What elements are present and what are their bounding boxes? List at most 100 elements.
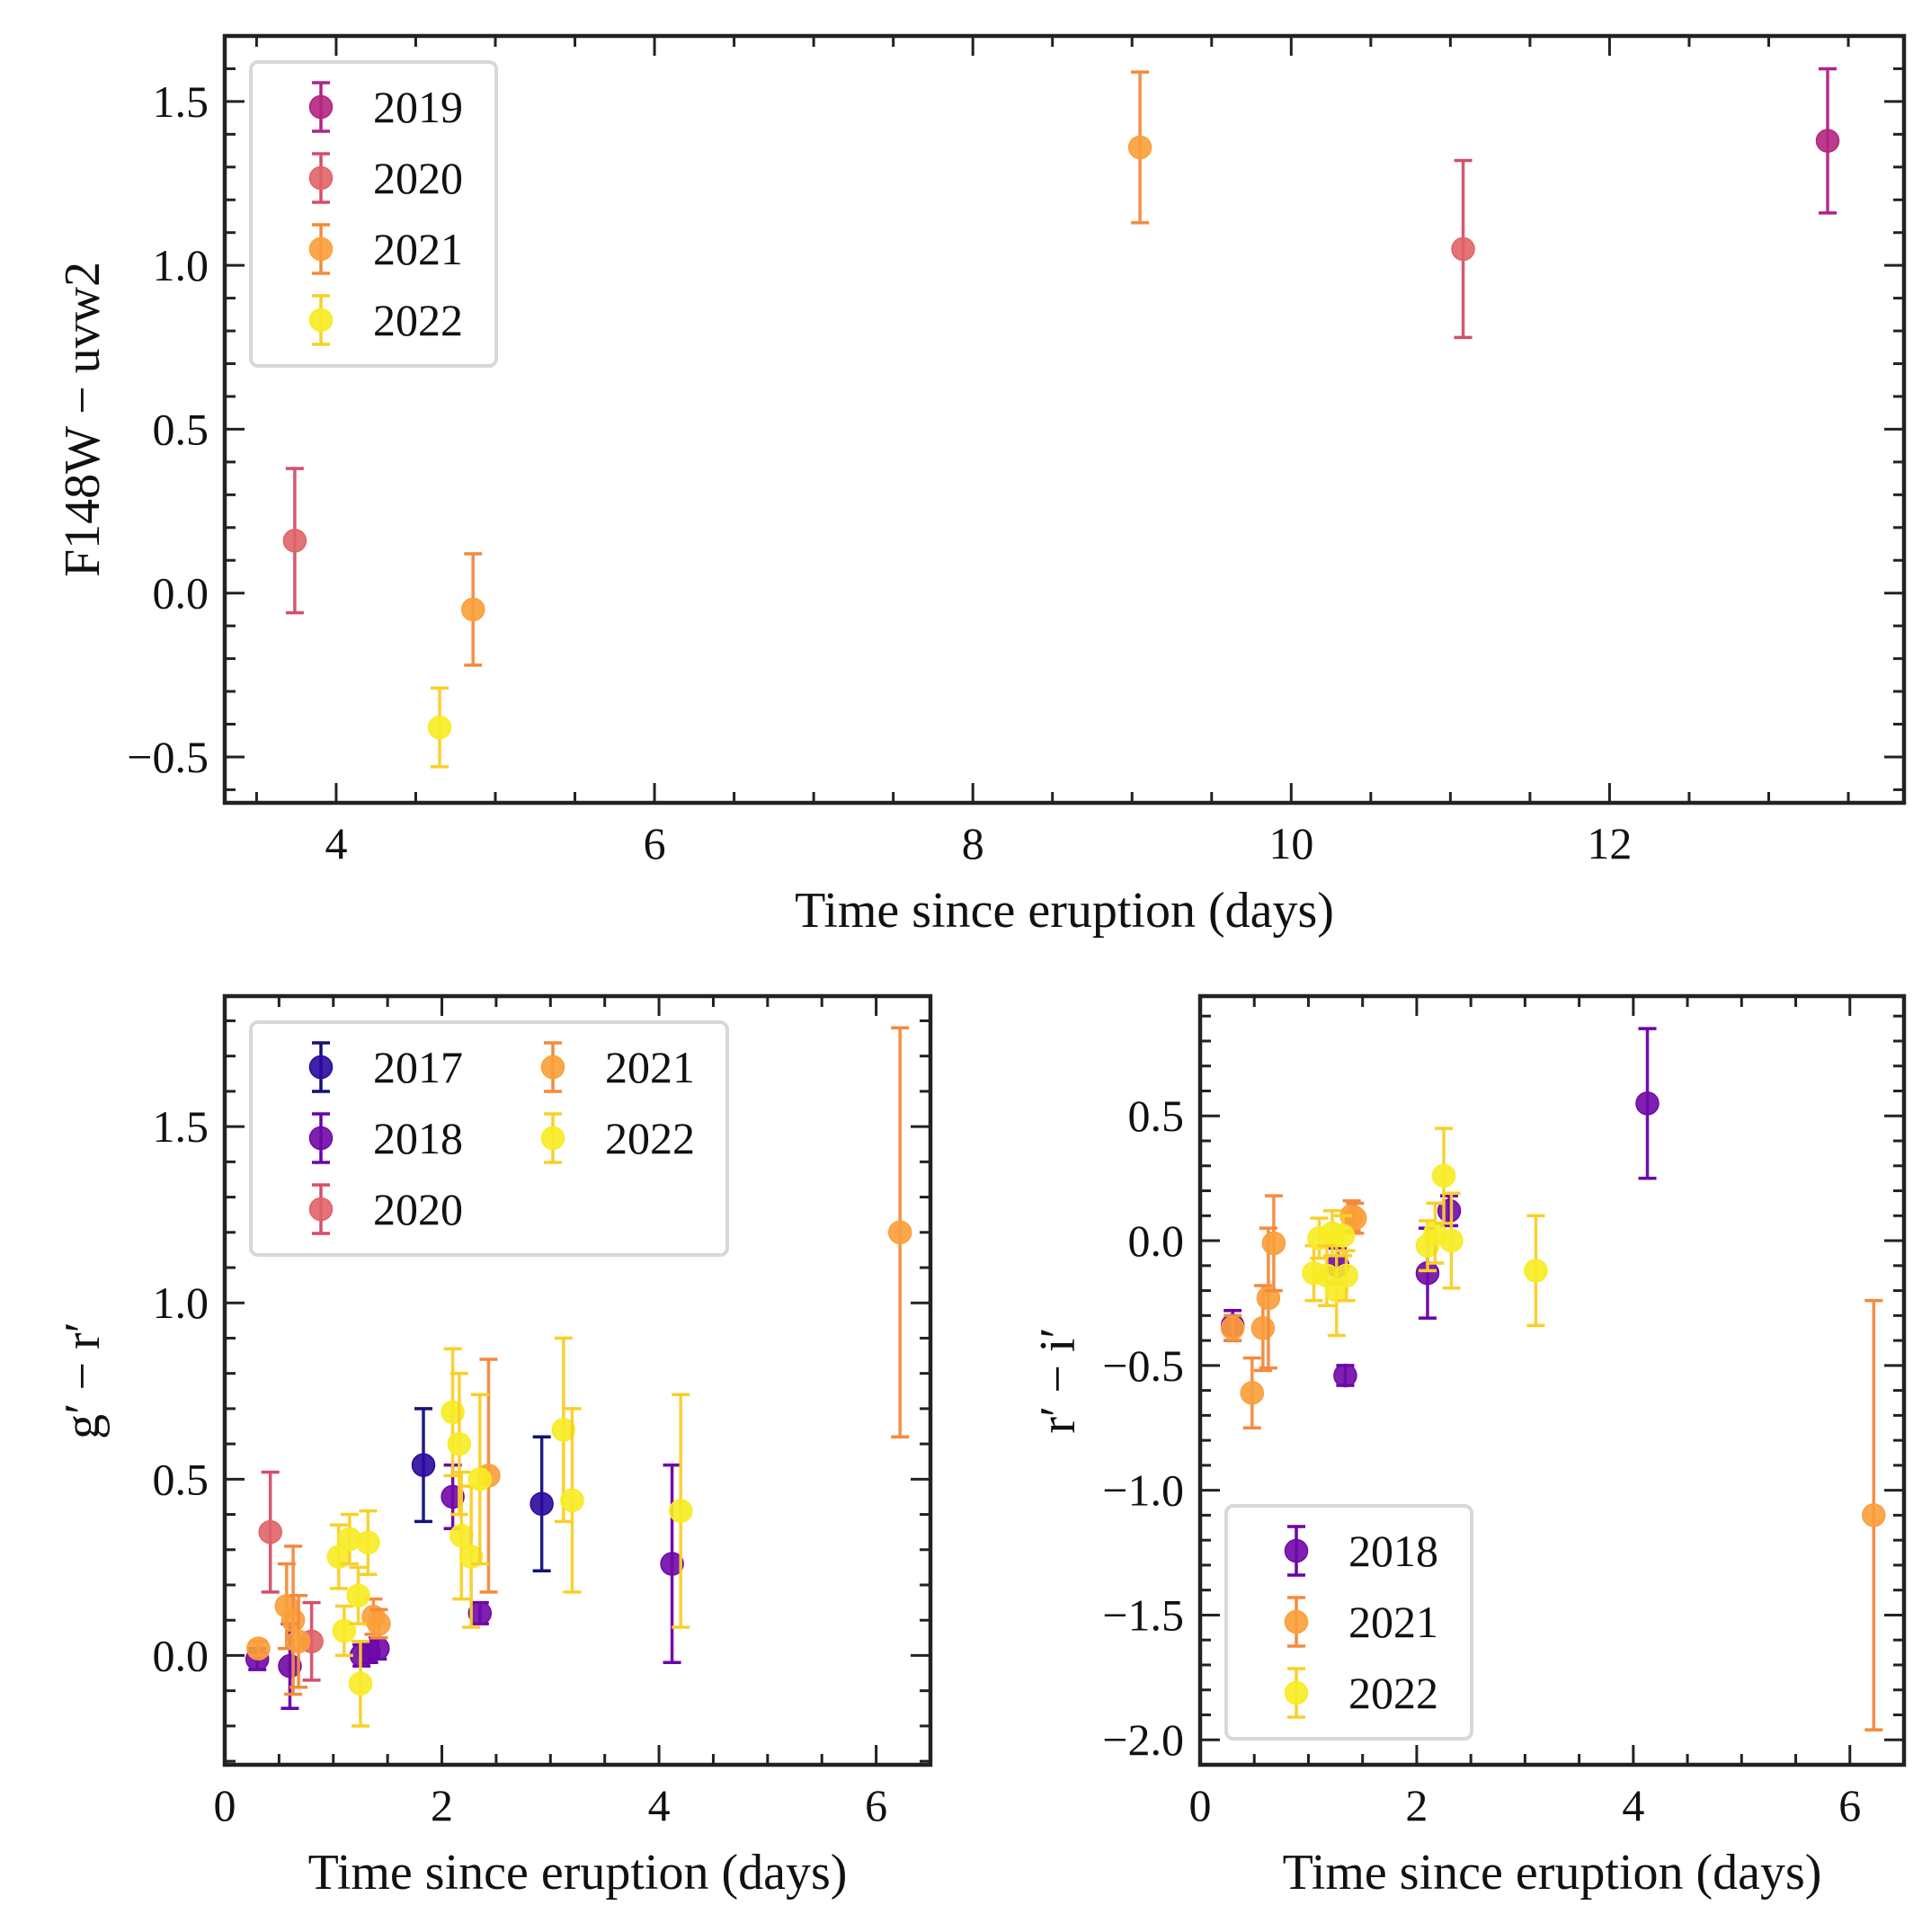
data-points xyxy=(245,1026,912,1728)
legend: 2018 2021 2022 xyxy=(1224,1504,1473,1741)
data-point xyxy=(1333,1363,1357,1388)
data-point xyxy=(449,1523,474,1548)
plot-frame xyxy=(222,993,933,1767)
y-tick-label: −0.5 xyxy=(1102,1340,1184,1391)
y-tick-label: 1.5 xyxy=(153,1101,209,1152)
legend-label: 2021 xyxy=(1348,1597,1438,1647)
legend-marker xyxy=(1284,1538,1309,1563)
y-tick-label: −0.5 xyxy=(127,732,209,782)
data-point xyxy=(460,597,485,622)
data-point xyxy=(427,715,452,740)
legend-label: 2022 xyxy=(605,1113,695,1163)
legend-item-2021: 2021 xyxy=(1284,1596,1438,1648)
legend-label: 2022 xyxy=(373,295,463,345)
series-2021 xyxy=(460,70,1152,667)
data-point xyxy=(1334,1263,1358,1288)
series-2022 xyxy=(1302,1126,1548,1338)
legend-marker xyxy=(308,94,334,120)
data-point xyxy=(1220,1315,1245,1340)
y-axis-label: F148W − uvw2 xyxy=(55,262,111,577)
data-point xyxy=(286,1629,311,1653)
legend-box xyxy=(1224,1504,1473,1741)
legend-marker xyxy=(308,236,334,262)
legend-label: 2018 xyxy=(1348,1526,1438,1576)
legend-item-2020: 2020 xyxy=(308,152,463,204)
panel-top: 4 6 8 10 12 −0.5 0.0 0.5 1.0 1.5 Time since erupti… xyxy=(55,33,1907,939)
data-point xyxy=(1451,236,1475,262)
series-2021 xyxy=(1220,1194,1886,1732)
legend: 2019 2020 2021 2022 xyxy=(249,60,498,368)
data-point xyxy=(278,1653,302,1678)
data-point xyxy=(1330,1224,1356,1248)
data-point xyxy=(447,1431,472,1456)
legend-item-2018: 2018 xyxy=(308,1112,463,1164)
legend: 2017 2018 2020 2021 2022 xyxy=(249,1020,729,1257)
data-point xyxy=(1256,1286,1281,1311)
x-tick-label: 10 xyxy=(1268,818,1313,868)
data-point xyxy=(668,1499,693,1523)
y-tick-label: 0.0 xyxy=(153,568,209,619)
plot-frame xyxy=(1197,993,1907,1767)
legend-item-2021: 2021 xyxy=(308,223,463,275)
x-axis-label: Time since eruption (days) xyxy=(308,1845,848,1901)
y-tick-label: 0.5 xyxy=(153,404,209,454)
data-point xyxy=(1250,1315,1276,1340)
data-point xyxy=(467,1601,493,1625)
data-point xyxy=(1261,1231,1286,1256)
data-point xyxy=(1524,1259,1548,1283)
series-2018 xyxy=(1220,1027,1660,1388)
x-tick-label: 6 xyxy=(644,818,666,868)
y-tick-label: 0.0 xyxy=(1128,1215,1185,1266)
legend-label: 2020 xyxy=(373,1184,463,1234)
series-2022 xyxy=(427,686,452,769)
legend-marker xyxy=(308,307,334,333)
legend-marker xyxy=(540,1126,565,1151)
data-point xyxy=(366,1636,390,1660)
data-point xyxy=(560,1488,584,1513)
x-tick-label: 4 xyxy=(325,818,347,868)
legend-label: 2021 xyxy=(605,1042,695,1092)
data-points xyxy=(1220,1027,1886,1732)
x-tick-label: 0 xyxy=(214,1780,236,1830)
y-axis-label: g′ − r′ xyxy=(55,1322,111,1439)
y-tick-label: 0.5 xyxy=(153,1454,209,1504)
x-axis-label: Time since eruption (days) xyxy=(795,883,1334,939)
legend-marker xyxy=(308,1126,334,1151)
legend-label: 2017 xyxy=(373,1042,463,1092)
legend-marker xyxy=(1284,1609,1309,1634)
legend-item-2021: 2021 xyxy=(540,1041,695,1093)
panel-bottom-right: 0 2 4 6 −2.0 −1.5 −1.0 −0.5 0.0 0.5 Time since eru… xyxy=(1030,993,1907,1901)
x-tick-label: 4 xyxy=(1622,1780,1644,1830)
x-tick-label: 6 xyxy=(1838,1780,1861,1830)
legend-label: 2021 xyxy=(373,224,463,274)
series-2020 xyxy=(258,1470,324,1682)
y-tick-label: 0.5 xyxy=(1128,1091,1185,1141)
data-point xyxy=(280,1607,306,1633)
panel-bottom-left: 0 2 4 6 0.0 0.5 1.0 1.5 Time since eruption (day… xyxy=(55,993,933,1901)
data-point xyxy=(348,1671,373,1696)
x-tick-label: 6 xyxy=(865,1780,887,1830)
data-point xyxy=(411,1453,436,1477)
x-tick-label: 2 xyxy=(1405,1780,1428,1830)
x-tick-label: 8 xyxy=(962,818,984,868)
data-points xyxy=(282,67,1840,769)
data-point xyxy=(1439,1228,1464,1253)
data-point xyxy=(529,1491,554,1517)
series-2022 xyxy=(326,1336,693,1728)
legend-marker xyxy=(540,1055,565,1080)
data-point xyxy=(1240,1381,1265,1405)
legend-item-2017: 2017 xyxy=(308,1041,463,1093)
legend-marker xyxy=(1284,1680,1309,1705)
data-point xyxy=(1815,129,1840,153)
legend-box xyxy=(249,60,498,368)
x-tick-label: 12 xyxy=(1587,818,1632,868)
data-point xyxy=(887,1220,912,1245)
y-tick-label: −1.0 xyxy=(1102,1465,1184,1516)
data-point xyxy=(346,1583,370,1607)
legend-item-2022: 2022 xyxy=(540,1112,695,1164)
data-point xyxy=(356,1530,380,1555)
y-axis-label: r′ − i′ xyxy=(1030,1327,1086,1433)
series-2017 xyxy=(411,1407,554,1573)
series-2019 xyxy=(1815,67,1840,215)
